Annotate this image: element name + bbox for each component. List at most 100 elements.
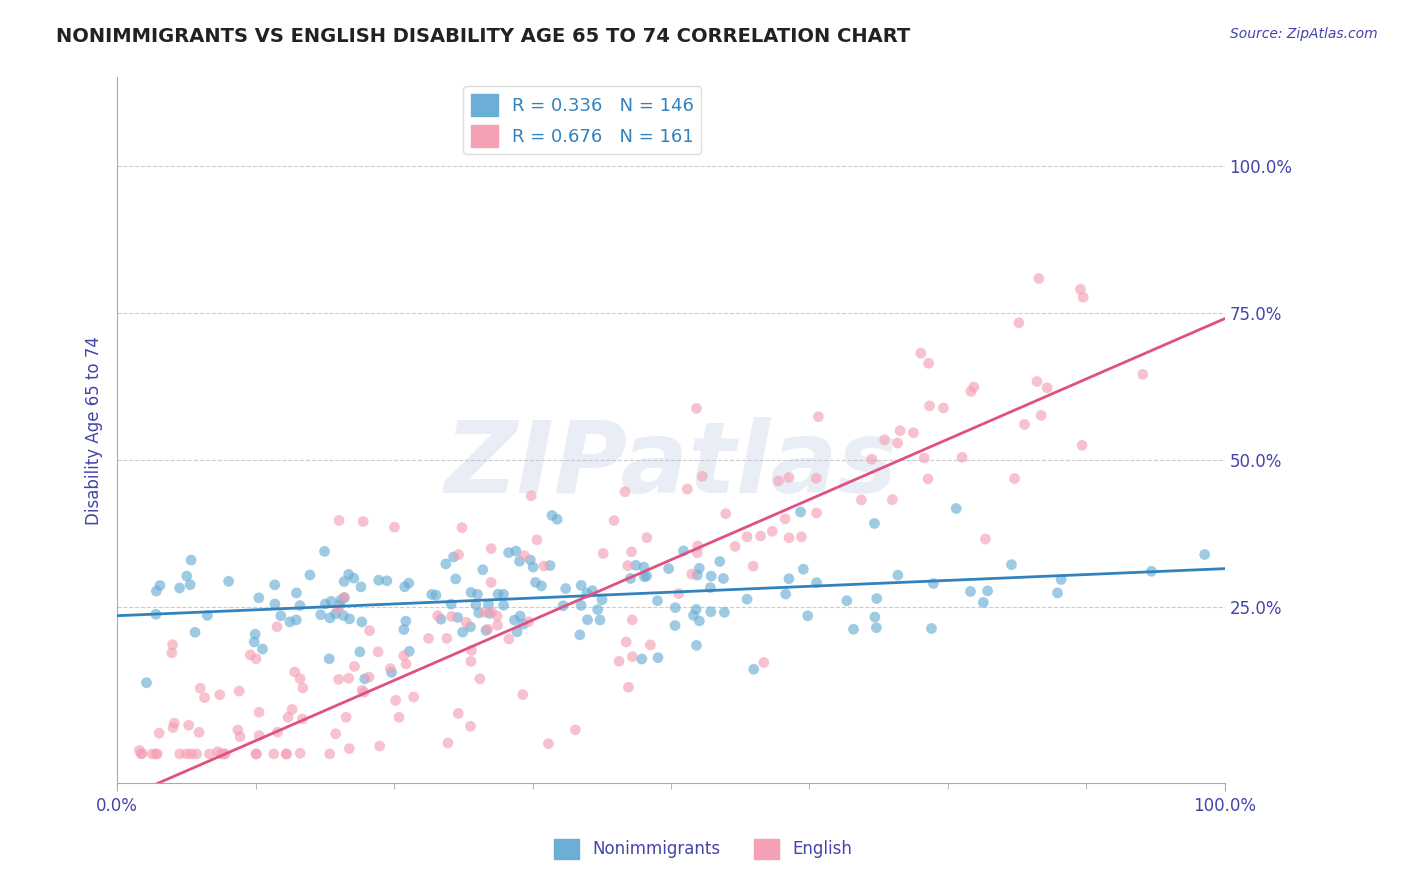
Nonimmigrants bbox=[775, 587, 797, 601]
English bbox=[778, 470, 800, 484]
English bbox=[226, 723, 249, 737]
Nonimmigrants bbox=[806, 575, 828, 590]
English bbox=[616, 558, 638, 573]
English bbox=[146, 747, 169, 761]
Nonimmigrants bbox=[863, 610, 886, 624]
English bbox=[749, 529, 772, 543]
Nonimmigrants bbox=[945, 501, 967, 516]
English bbox=[163, 716, 186, 731]
Nonimmigrants bbox=[492, 599, 515, 613]
English bbox=[614, 635, 637, 649]
Nonimmigrants bbox=[700, 605, 723, 619]
English bbox=[761, 524, 783, 539]
Nonimmigrants bbox=[440, 597, 463, 611]
Nonimmigrants bbox=[508, 554, 530, 568]
English bbox=[690, 469, 713, 483]
Nonimmigrants bbox=[486, 587, 509, 601]
Nonimmigrants bbox=[270, 608, 292, 623]
English bbox=[328, 673, 350, 687]
Nonimmigrants bbox=[972, 595, 994, 609]
Nonimmigrants bbox=[503, 613, 526, 627]
Nonimmigrants bbox=[169, 581, 191, 595]
English bbox=[290, 747, 312, 761]
English bbox=[917, 472, 939, 486]
Nonimmigrants bbox=[184, 625, 207, 640]
Nonimmigrants bbox=[321, 594, 343, 608]
English bbox=[335, 710, 357, 724]
English bbox=[1028, 271, 1050, 285]
English bbox=[526, 533, 548, 547]
Nonimmigrants bbox=[325, 607, 347, 621]
English bbox=[129, 747, 152, 761]
English bbox=[886, 436, 908, 450]
English bbox=[188, 681, 211, 696]
English bbox=[735, 530, 758, 544]
English bbox=[603, 514, 626, 528]
English bbox=[247, 705, 270, 719]
Nonimmigrants bbox=[367, 573, 389, 587]
English bbox=[520, 489, 543, 503]
English bbox=[1014, 417, 1036, 432]
English bbox=[228, 684, 250, 698]
Nonimmigrants bbox=[145, 584, 167, 599]
Nonimmigrants bbox=[337, 567, 360, 582]
English bbox=[932, 401, 955, 415]
Nonimmigrants bbox=[624, 558, 647, 573]
Nonimmigrants bbox=[792, 562, 814, 576]
English bbox=[128, 743, 150, 757]
Nonimmigrants bbox=[568, 628, 591, 642]
Nonimmigrants bbox=[451, 625, 474, 640]
Nonimmigrants bbox=[576, 613, 599, 627]
Nonimmigrants bbox=[339, 612, 361, 626]
English bbox=[177, 718, 200, 732]
Nonimmigrants bbox=[135, 675, 157, 690]
English bbox=[486, 618, 509, 632]
English bbox=[498, 632, 520, 646]
Nonimmigrants bbox=[343, 571, 366, 585]
Nonimmigrants bbox=[350, 580, 373, 594]
English bbox=[169, 747, 191, 761]
English bbox=[326, 602, 349, 616]
Nonimmigrants bbox=[498, 546, 520, 560]
English bbox=[806, 506, 828, 520]
English bbox=[180, 747, 202, 761]
Nonimmigrants bbox=[686, 568, 709, 582]
Nonimmigrants bbox=[688, 614, 710, 628]
Nonimmigrants bbox=[180, 553, 202, 567]
English bbox=[918, 399, 941, 413]
English bbox=[903, 425, 925, 440]
Nonimmigrants bbox=[546, 512, 568, 526]
Nonimmigrants bbox=[381, 665, 404, 680]
English bbox=[447, 706, 470, 721]
Nonimmigrants bbox=[395, 614, 418, 628]
Nonimmigrants bbox=[976, 583, 998, 598]
English bbox=[768, 474, 790, 488]
English bbox=[1069, 282, 1091, 296]
Nonimmigrants bbox=[789, 505, 811, 519]
Nonimmigrants bbox=[575, 586, 598, 600]
Nonimmigrants bbox=[512, 617, 534, 632]
Nonimmigrants bbox=[672, 544, 695, 558]
Nonimmigrants bbox=[699, 581, 721, 595]
Nonimmigrants bbox=[332, 608, 354, 623]
English bbox=[319, 747, 342, 761]
Nonimmigrants bbox=[314, 597, 336, 611]
Nonimmigrants bbox=[492, 587, 515, 601]
English bbox=[460, 643, 482, 657]
Nonimmigrants bbox=[252, 642, 274, 657]
Nonimmigrants bbox=[647, 650, 669, 665]
Nonimmigrants bbox=[554, 582, 576, 596]
English bbox=[918, 356, 941, 370]
Nonimmigrants bbox=[959, 584, 981, 599]
English bbox=[207, 745, 229, 759]
English bbox=[621, 613, 644, 627]
Nonimmigrants bbox=[664, 618, 686, 632]
English bbox=[474, 605, 496, 619]
Nonimmigrants bbox=[530, 579, 553, 593]
English bbox=[1071, 290, 1094, 304]
Nonimmigrants bbox=[524, 575, 547, 590]
English bbox=[513, 549, 536, 563]
English bbox=[636, 531, 658, 545]
Nonimmigrants bbox=[591, 592, 613, 607]
English bbox=[229, 730, 252, 744]
